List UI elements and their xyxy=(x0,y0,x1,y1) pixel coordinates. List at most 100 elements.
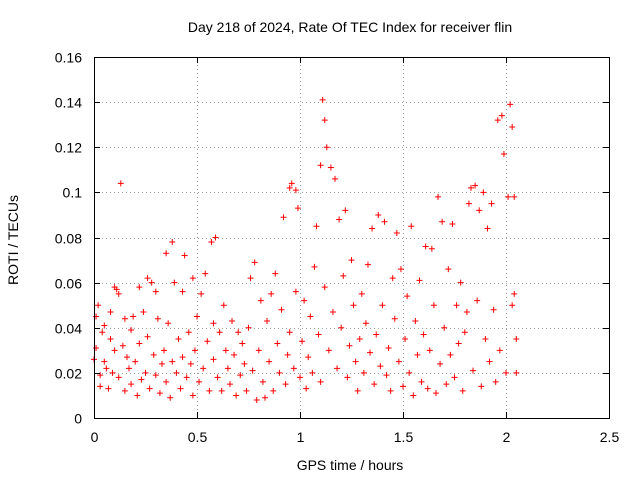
data-point xyxy=(395,358,402,365)
data-point xyxy=(210,320,217,327)
data-point xyxy=(420,331,427,338)
data-point xyxy=(286,184,293,191)
data-point xyxy=(321,284,328,291)
data-point xyxy=(383,372,390,379)
data-point xyxy=(459,387,466,394)
data-point xyxy=(200,365,207,372)
data-point xyxy=(126,365,133,372)
data-point xyxy=(194,313,200,320)
data-point xyxy=(276,369,283,376)
data-point xyxy=(317,378,324,385)
data-point xyxy=(336,216,343,223)
data-point xyxy=(307,313,314,320)
data-point xyxy=(400,383,406,390)
data-point xyxy=(377,363,384,370)
data-point xyxy=(274,340,281,347)
data-point xyxy=(266,358,273,365)
data-point xyxy=(292,187,299,194)
data-point xyxy=(373,331,380,338)
data-point xyxy=(175,336,182,343)
data-point xyxy=(414,351,421,358)
data-point xyxy=(509,123,516,130)
x-tick-label: 1 xyxy=(297,429,305,445)
data-point xyxy=(435,193,442,200)
data-point xyxy=(130,313,137,320)
data-point xyxy=(305,354,312,361)
data-point xyxy=(144,333,151,340)
data-point xyxy=(255,347,262,354)
axis-ticks xyxy=(94,57,610,419)
data-point xyxy=(375,211,382,218)
data-point xyxy=(486,358,493,365)
data-point xyxy=(101,358,108,365)
data-point xyxy=(142,369,149,376)
data-point xyxy=(268,290,275,297)
data-point xyxy=(290,365,297,372)
data-point xyxy=(101,322,108,329)
data-point xyxy=(150,351,157,358)
data-point xyxy=(202,270,209,277)
data-point xyxy=(317,162,324,169)
data-point xyxy=(511,193,518,200)
data-point xyxy=(239,340,246,347)
data-point xyxy=(173,369,180,376)
data-point xyxy=(389,275,396,282)
data-point xyxy=(437,360,444,367)
data-point xyxy=(313,223,320,230)
data-point xyxy=(97,383,104,390)
x-tick-label: 0.5 xyxy=(188,429,208,445)
data-point xyxy=(461,329,468,336)
data-point xyxy=(107,336,114,343)
data-point xyxy=(500,151,507,158)
data-point xyxy=(482,336,489,343)
data-point xyxy=(220,302,227,309)
data-point xyxy=(272,270,279,277)
data-point xyxy=(132,358,139,365)
data-point xyxy=(299,338,306,345)
data-point xyxy=(513,336,520,343)
y-tick-label: 0.08 xyxy=(55,231,82,247)
data-point xyxy=(183,374,190,381)
y-tick-label: 0.06 xyxy=(55,276,82,292)
data-point xyxy=(264,317,271,324)
data-point xyxy=(237,372,244,379)
y-tick-label: 0.16 xyxy=(55,50,82,66)
data-point xyxy=(191,347,198,354)
data-point xyxy=(507,101,514,108)
data-point xyxy=(231,351,238,358)
data-point xyxy=(319,96,326,103)
data-point xyxy=(99,329,106,336)
data-point xyxy=(360,369,367,376)
data-point xyxy=(136,340,143,347)
y-tick-label: 0 xyxy=(74,411,82,427)
data-point xyxy=(212,234,219,241)
data-point xyxy=(323,144,330,151)
data-point xyxy=(140,308,147,315)
data-point xyxy=(371,381,378,388)
data-point xyxy=(311,263,318,270)
data-point xyxy=(251,259,258,266)
data-point xyxy=(181,252,188,259)
data-point xyxy=(259,378,266,385)
data-point xyxy=(367,349,374,356)
y-tick-label: 0.12 xyxy=(55,140,82,156)
data-point xyxy=(103,365,110,372)
x-tick-label: 2 xyxy=(503,429,511,445)
y-tick-label: 0.14 xyxy=(55,95,82,111)
data-point xyxy=(144,275,151,282)
data-points xyxy=(91,96,520,403)
data-point xyxy=(513,369,520,376)
data-point xyxy=(247,275,254,282)
data-point xyxy=(185,329,192,336)
data-point xyxy=(511,290,518,297)
data-point xyxy=(397,266,404,273)
data-point xyxy=(408,223,415,230)
data-point xyxy=(346,342,353,349)
data-point xyxy=(113,286,120,293)
data-point xyxy=(282,381,289,388)
data-point xyxy=(424,385,431,392)
data-point xyxy=(303,385,310,392)
data-point xyxy=(496,347,503,354)
data-point xyxy=(410,392,417,399)
